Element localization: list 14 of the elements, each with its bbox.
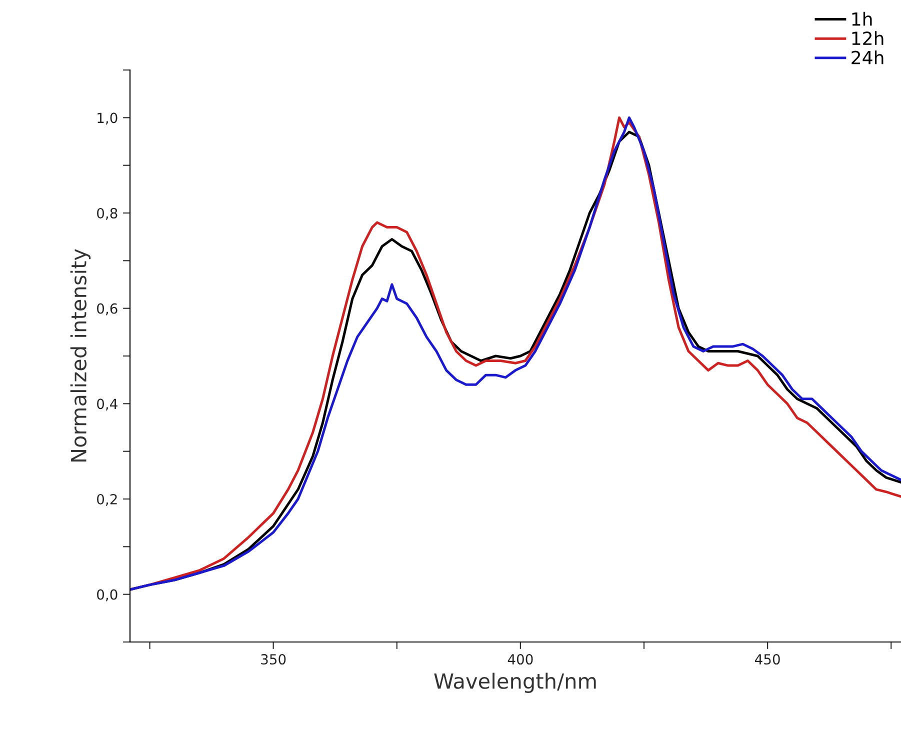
legend-label: 1h — [852, 12, 872, 26]
y-axis-title: Normalized intensity — [70, 249, 91, 462]
x-tick-label: 400 — [508, 654, 533, 665]
x-tick-label: 350 — [261, 654, 286, 665]
y-tick-label: 1,0 — [98, 112, 118, 125]
y-tick-label: 0,2 — [97, 494, 117, 506]
y-tick-label: 0,6 — [97, 303, 118, 316]
x-tick-label: 450 — [754, 654, 780, 665]
legend-label: 24h — [852, 50, 884, 64]
x-axis-title: Wavelength/nm — [434, 672, 596, 693]
legend-label: 12h — [852, 31, 884, 45]
y-tick-label: 0,4 — [97, 398, 118, 411]
y-tick-label: 0,0 — [97, 589, 118, 602]
y-tick-label: 0,8 — [97, 208, 118, 220]
